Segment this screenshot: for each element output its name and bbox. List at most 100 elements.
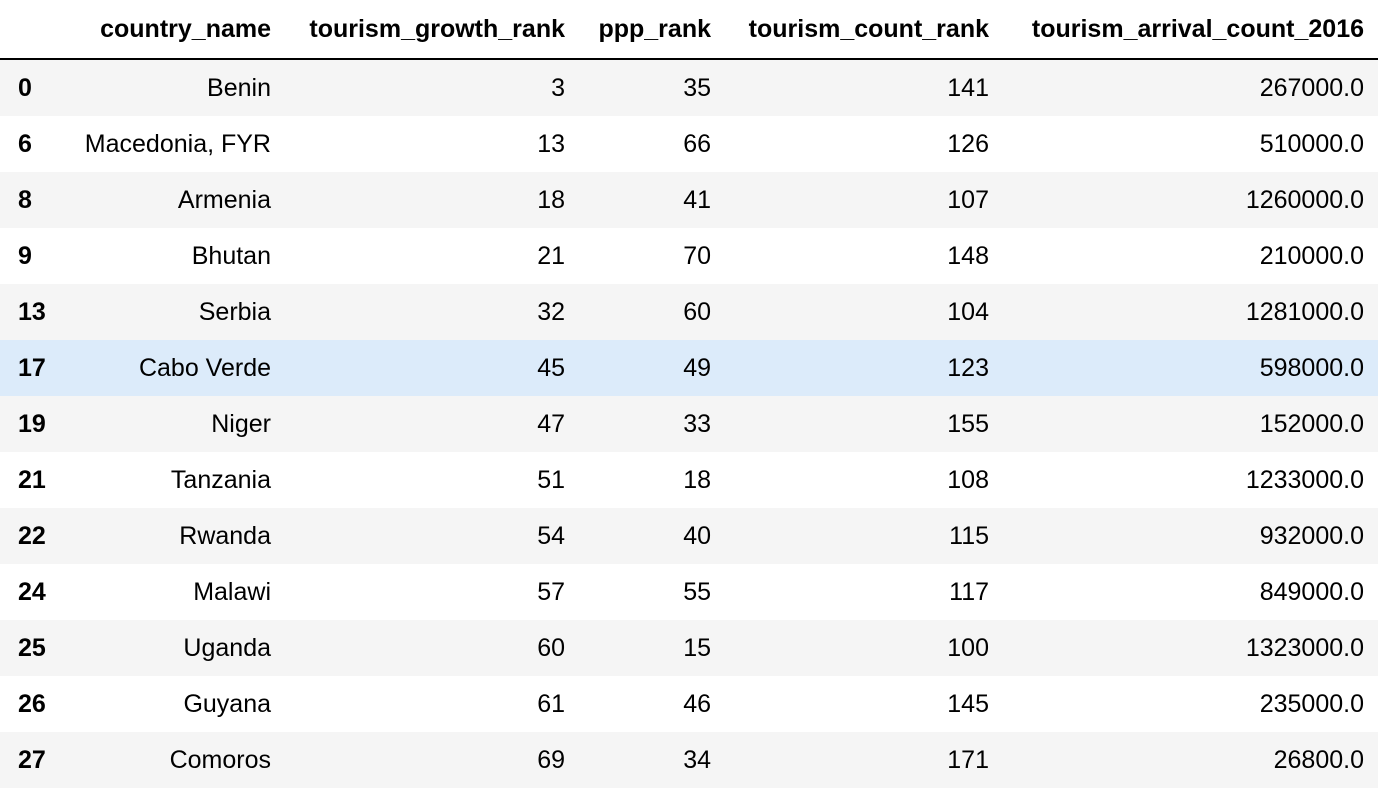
cell-ppp-rank: 60	[683, 297, 711, 326]
table-row: 22 Rwanda 54 40 115 932000.0	[0, 508, 1378, 564]
cell-tourism-growth-rank: 47	[537, 409, 565, 438]
column-header-tourism-growth-rank: tourism_growth_rank	[285, 0, 579, 60]
cell-country-name: Uganda	[183, 633, 271, 662]
cell-tourism-arrival-count-2016: 210000.0	[1259, 241, 1364, 270]
cell-tourism-growth-rank: 21	[537, 241, 565, 270]
row-index: 26	[18, 689, 46, 718]
cell-tourism-arrival-count-2016: 1323000.0	[1245, 633, 1364, 662]
cell-country-name: Malawi	[193, 577, 271, 606]
cell-country-name: Serbia	[198, 297, 271, 326]
table-row: 25 Uganda 60 15 100 1323000.0	[0, 620, 1378, 676]
table-row: 24 Malawi 57 55 117 849000.0	[0, 564, 1378, 620]
cell-tourism-count-rank: 126	[947, 129, 989, 158]
cell-tourism-arrival-count-2016: 1233000.0	[1245, 465, 1364, 494]
column-header-tourism-arrival-count-2016: tourism_arrival_count_2016	[1003, 0, 1378, 60]
cell-ppp-rank: 33	[683, 409, 711, 438]
header-row: country_name tourism_growth_rank ppp_ran…	[0, 0, 1378, 60]
cell-tourism-growth-rank: 60	[537, 633, 565, 662]
row-index: 27	[18, 745, 46, 774]
cell-country-name: Niger	[211, 409, 271, 438]
cell-country-name: Cabo Verde	[138, 353, 271, 382]
cell-tourism-count-rank: 123	[947, 353, 989, 382]
cell-ppp-rank: 34	[683, 745, 711, 774]
cell-ppp-rank: 46	[683, 689, 711, 718]
table-row-highlighted: 17 Cabo Verde 45 49 123 598000.0	[0, 340, 1378, 396]
row-index: 6	[18, 129, 32, 158]
table-body: 0 Benin 3 35 141 267000.0 6 Macedonia, F…	[0, 59, 1378, 788]
cell-country-name: Guyana	[183, 689, 271, 718]
cell-ppp-rank: 41	[683, 185, 711, 214]
cell-tourism-count-rank: 171	[947, 745, 989, 774]
cell-tourism-arrival-count-2016: 849000.0	[1259, 577, 1364, 606]
cell-tourism-count-rank: 107	[947, 185, 989, 214]
cell-tourism-arrival-count-2016: 267000.0	[1259, 73, 1364, 102]
column-header-country-name: country_name	[58, 0, 285, 60]
cell-ppp-rank: 49	[683, 353, 711, 382]
cell-tourism-arrival-count-2016: 598000.0	[1259, 353, 1364, 382]
cell-tourism-count-rank: 108	[947, 465, 989, 494]
column-header-tourism-count-rank: tourism_count_rank	[725, 0, 1003, 60]
cell-ppp-rank: 35	[683, 73, 711, 102]
cell-tourism-arrival-count-2016: 1260000.0	[1245, 185, 1364, 214]
cell-tourism-arrival-count-2016: 932000.0	[1259, 521, 1364, 550]
cell-country-name: Macedonia, FYR	[84, 129, 271, 158]
row-index: 19	[18, 409, 46, 438]
column-header-ppp-rank: ppp_rank	[579, 0, 725, 60]
cell-tourism-arrival-count-2016: 235000.0	[1259, 689, 1364, 718]
row-index: 13	[18, 297, 46, 326]
cell-tourism-growth-rank: 61	[537, 689, 565, 718]
table-row: 13 Serbia 32 60 104 1281000.0	[0, 284, 1378, 340]
cell-tourism-growth-rank: 3	[551, 73, 565, 102]
cell-tourism-growth-rank: 51	[537, 465, 565, 494]
cell-country-name: Benin	[207, 73, 271, 102]
table-row: 6 Macedonia, FYR 13 66 126 510000.0	[0, 116, 1378, 172]
row-index: 8	[18, 185, 32, 214]
cell-country-name: Rwanda	[179, 521, 271, 550]
index-header	[0, 0, 58, 60]
cell-ppp-rank: 40	[683, 521, 711, 550]
row-index: 24	[18, 577, 46, 606]
cell-tourism-growth-rank: 18	[537, 185, 565, 214]
table-row: 19 Niger 47 33 155 152000.0	[0, 396, 1378, 452]
cell-country-name: Tanzania	[170, 465, 271, 494]
cell-ppp-rank: 70	[683, 241, 711, 270]
table-row: 9 Bhutan 21 70 148 210000.0	[0, 228, 1378, 284]
cell-tourism-arrival-count-2016: 26800.0	[1273, 745, 1364, 774]
cell-tourism-count-rank: 117	[949, 577, 989, 606]
row-index: 17	[18, 353, 46, 382]
table-header: country_name tourism_growth_rank ppp_ran…	[0, 0, 1378, 60]
cell-ppp-rank: 15	[683, 633, 711, 662]
table-row: 8 Armenia 18 41 107 1260000.0	[0, 172, 1378, 228]
cell-tourism-count-rank: 148	[947, 241, 989, 270]
row-index: 21	[18, 465, 46, 494]
cell-tourism-arrival-count-2016: 152000.0	[1259, 409, 1364, 438]
cell-tourism-growth-rank: 45	[537, 353, 565, 382]
row-index: 9	[18, 241, 32, 270]
cell-tourism-count-rank: 100	[947, 633, 989, 662]
cell-ppp-rank: 55	[683, 577, 711, 606]
table-row: 26 Guyana 61 46 145 235000.0	[0, 676, 1378, 732]
cell-tourism-count-rank: 155	[947, 409, 989, 438]
cell-country-name: Armenia	[177, 185, 271, 214]
cell-ppp-rank: 66	[683, 129, 711, 158]
row-index: 0	[18, 73, 32, 102]
cell-tourism-growth-rank: 13	[537, 129, 565, 158]
table-row: 0 Benin 3 35 141 267000.0	[0, 59, 1378, 116]
table-row: 27 Comoros 69 34 171 26800.0	[0, 732, 1378, 788]
table-row: 21 Tanzania 51 18 108 1233000.0	[0, 452, 1378, 508]
row-index: 25	[18, 633, 46, 662]
cell-ppp-rank: 18	[683, 465, 711, 494]
cell-tourism-count-rank: 104	[947, 297, 989, 326]
cell-tourism-growth-rank: 57	[537, 577, 565, 606]
cell-tourism-count-rank: 145	[947, 689, 989, 718]
cell-tourism-growth-rank: 32	[537, 297, 565, 326]
cell-tourism-arrival-count-2016: 510000.0	[1259, 129, 1364, 158]
cell-country-name: Comoros	[169, 745, 271, 774]
cell-tourism-growth-rank: 69	[537, 745, 565, 774]
cell-tourism-count-rank: 115	[949, 521, 989, 550]
row-index: 22	[18, 521, 46, 550]
cell-tourism-count-rank: 141	[947, 73, 989, 102]
cell-country-name: Bhutan	[191, 241, 271, 270]
